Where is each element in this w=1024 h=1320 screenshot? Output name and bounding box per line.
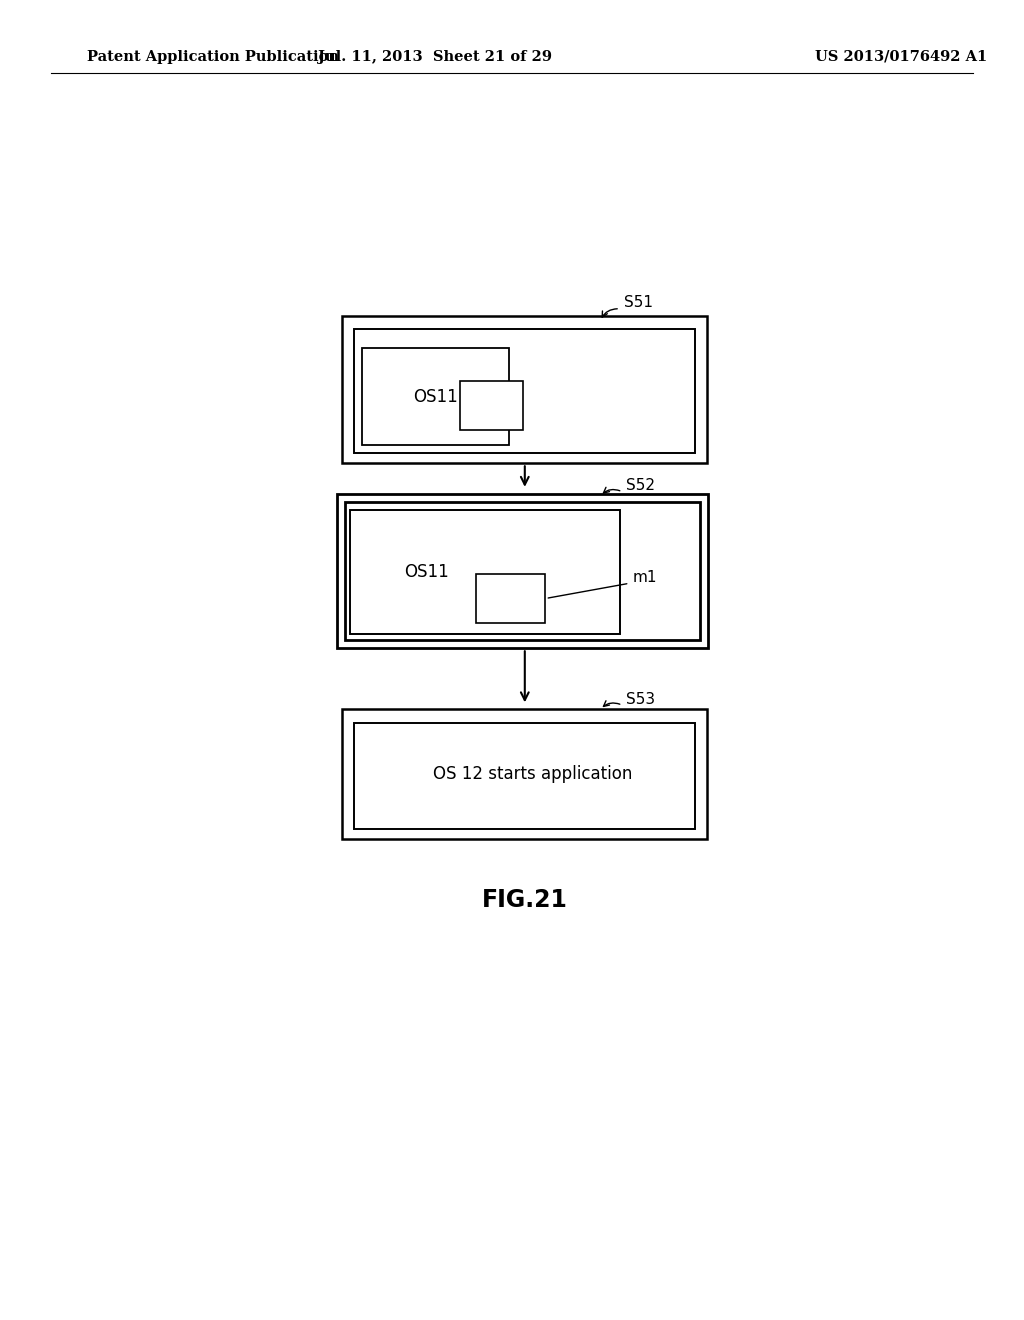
- Text: S52: S52: [627, 478, 655, 494]
- Text: OS11: OS11: [413, 388, 458, 407]
- Bar: [350, 510, 621, 634]
- Text: m1: m1: [633, 570, 657, 585]
- Bar: [354, 329, 695, 453]
- Text: Patent Application Publication: Patent Application Publication: [87, 50, 339, 63]
- Bar: [345, 502, 700, 640]
- Text: Jul. 11, 2013  Sheet 21 of 29: Jul. 11, 2013 Sheet 21 of 29: [318, 50, 552, 63]
- Bar: [354, 722, 695, 829]
- Text: S53: S53: [627, 692, 655, 706]
- Text: US 2013/0176492 A1: US 2013/0176492 A1: [815, 50, 987, 63]
- Text: FIG.21: FIG.21: [482, 888, 567, 912]
- Text: S51: S51: [624, 296, 653, 310]
- Text: OS11: OS11: [404, 564, 449, 581]
- Bar: [475, 574, 546, 623]
- Bar: [362, 348, 509, 445]
- Bar: [460, 381, 523, 430]
- Text: OS 12 starts application: OS 12 starts application: [433, 766, 633, 783]
- Bar: [342, 315, 708, 463]
- Bar: [342, 709, 708, 840]
- Bar: [337, 494, 709, 648]
